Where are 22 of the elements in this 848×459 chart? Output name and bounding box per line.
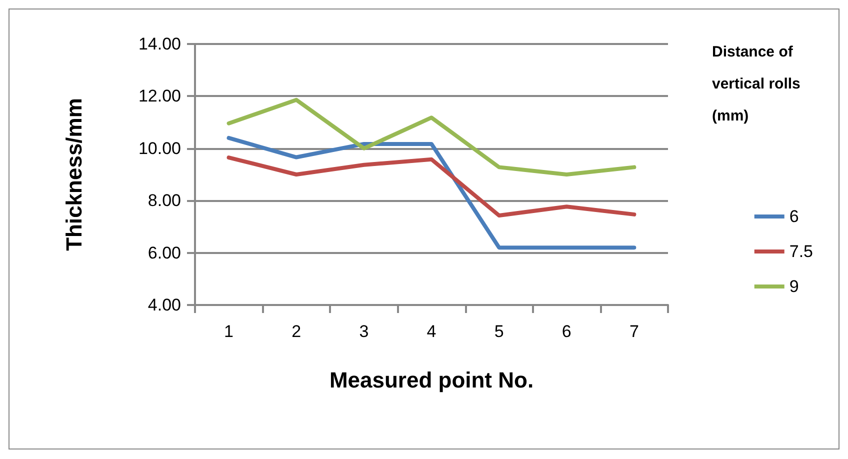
- y-tick-label: 8.00: [148, 191, 181, 210]
- line-series: [226, 136, 636, 250]
- x-tick-label: 1: [224, 322, 234, 341]
- x-axis-title: Measured point No.: [329, 368, 534, 392]
- legend-label: 9: [789, 277, 799, 296]
- y-axis-title: Thickness/mm: [62, 98, 86, 251]
- y-tick-label: 10.00: [138, 138, 181, 158]
- x-tick-label: 2: [292, 322, 302, 341]
- y-tick-label: 12.00: [138, 86, 181, 106]
- x-tick-label: 7: [629, 322, 639, 341]
- y-tick-label: 6.00: [148, 243, 181, 262]
- legend-label: 7.5: [789, 242, 814, 261]
- line-series: [226, 98, 636, 176]
- x-tick-label: 6: [562, 322, 572, 341]
- x-tick-label: 4: [426, 322, 436, 341]
- x-tick-label: 5: [494, 322, 504, 341]
- y-tick-label: 4.00: [148, 296, 181, 314]
- x-tick-label: 3: [359, 322, 369, 341]
- line-series: [226, 156, 636, 218]
- y-tick-label: 14.00: [138, 34, 181, 54]
- legend-title: Distance of vertical rolls (mm): [712, 44, 805, 124]
- legend-label: 6: [789, 207, 799, 226]
